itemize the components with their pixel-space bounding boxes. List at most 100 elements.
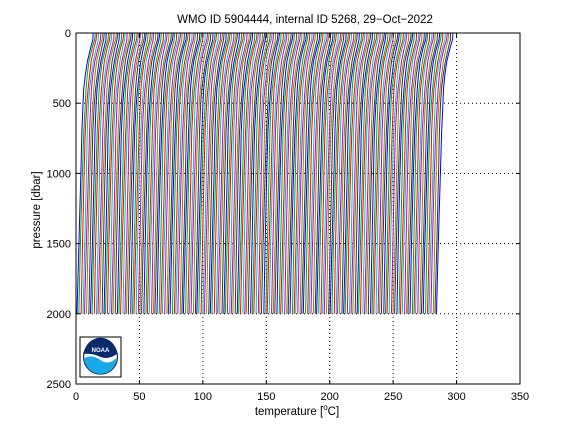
profile-line [281, 33, 300, 314]
x-tick-label: 100 [194, 391, 212, 403]
profile-line [263, 33, 281, 314]
profile-line [385, 33, 402, 314]
profile-line [392, 33, 410, 314]
profile-line [284, 33, 302, 314]
profile-line [224, 33, 243, 314]
profile-line [399, 33, 418, 314]
x-tick-label: 50 [133, 391, 145, 403]
profile-line [122, 33, 140, 314]
profile-line [181, 33, 199, 314]
profile-line [394, 33, 412, 314]
profile-line [380, 33, 399, 314]
profile-line [104, 33, 123, 314]
profile-line [430, 33, 448, 314]
profile-line [236, 33, 254, 314]
profile-line [411, 33, 429, 314]
profile-line [358, 33, 376, 314]
profile-line [289, 33, 308, 314]
profile-line [208, 33, 225, 314]
profile-line [343, 33, 360, 314]
noaa-logo-wave-icon [84, 356, 117, 374]
x-axis-label: temperature [oC] [255, 403, 339, 418]
profile-line [295, 33, 313, 314]
profile-line [293, 33, 311, 314]
profile-line [419, 33, 436, 314]
profile-line [203, 33, 222, 314]
profile-line [103, 33, 120, 314]
profile-line [428, 33, 446, 314]
profile-line [76, 33, 94, 314]
profile-line [209, 33, 227, 314]
profile-line [266, 33, 285, 314]
profile-line [242, 33, 260, 314]
profile-line [143, 33, 161, 314]
x-tick-labels: 0 50 100 150 200 250 300 350 [73, 391, 529, 403]
profile-line [265, 33, 282, 314]
profile-line [91, 33, 110, 314]
profile-line [179, 33, 197, 314]
profile-line [101, 33, 119, 314]
profile-line [377, 33, 394, 314]
y-tick-label: 1000 [47, 168, 71, 180]
profile-line [230, 33, 248, 314]
profile-line [406, 33, 423, 314]
profile-line [302, 33, 321, 314]
noaa-logo: NOAA [79, 336, 122, 378]
profile-line [245, 33, 264, 314]
profile-line [333, 33, 351, 314]
profile-line [341, 33, 358, 314]
profile-line [352, 33, 370, 314]
profile-line [110, 33, 128, 314]
profile-line [367, 33, 385, 314]
profile-line [364, 33, 381, 314]
profile-line [167, 33, 185, 314]
profile-line [141, 33, 159, 314]
profile-line [202, 33, 219, 314]
profile-line [112, 33, 131, 314]
profile-line [328, 33, 345, 314]
profile-line [312, 33, 330, 314]
profile-line [404, 33, 421, 314]
profile-line [422, 33, 441, 314]
profile-line [158, 33, 176, 314]
profile-line [350, 33, 368, 314]
profile-line [187, 33, 204, 314]
profile-line [118, 33, 136, 314]
profile-line [97, 33, 115, 314]
profile-line [139, 33, 157, 314]
profile-line [232, 33, 250, 314]
profile-line [95, 33, 113, 314]
profile-line [305, 33, 323, 314]
profile-line [200, 33, 218, 314]
profile-series-group [76, 33, 454, 314]
profile-line [177, 33, 195, 314]
profile-line [318, 33, 336, 314]
profile-line [390, 33, 408, 314]
profile-line [371, 33, 389, 314]
x-tick-label: 150 [257, 391, 275, 403]
profile-line [356, 33, 374, 314]
profile-line [130, 33, 147, 314]
profile-line [116, 33, 134, 314]
profile-line [375, 33, 393, 314]
profile-line [420, 33, 438, 314]
profile-line [325, 33, 344, 314]
profile-line [278, 33, 296, 314]
profile-line [307, 33, 324, 314]
noaa-logo-sky-icon [84, 337, 117, 358]
profile-line [146, 33, 165, 314]
profile-line [192, 33, 210, 314]
profile-line [432, 33, 450, 314]
profile-line [99, 33, 117, 314]
profile-line [160, 33, 178, 314]
profile-line [164, 33, 182, 314]
profile-line [194, 33, 212, 314]
profile-line [156, 33, 174, 314]
x-tick-label: 300 [447, 391, 465, 403]
profile-line [308, 33, 326, 314]
profile-line [257, 33, 275, 314]
y-tick-labels: 0 500 1000 1500 2000 2500 [47, 28, 71, 391]
plot-frame [75, 32, 521, 385]
profile-line [88, 33, 105, 314]
profile-line [365, 33, 384, 314]
